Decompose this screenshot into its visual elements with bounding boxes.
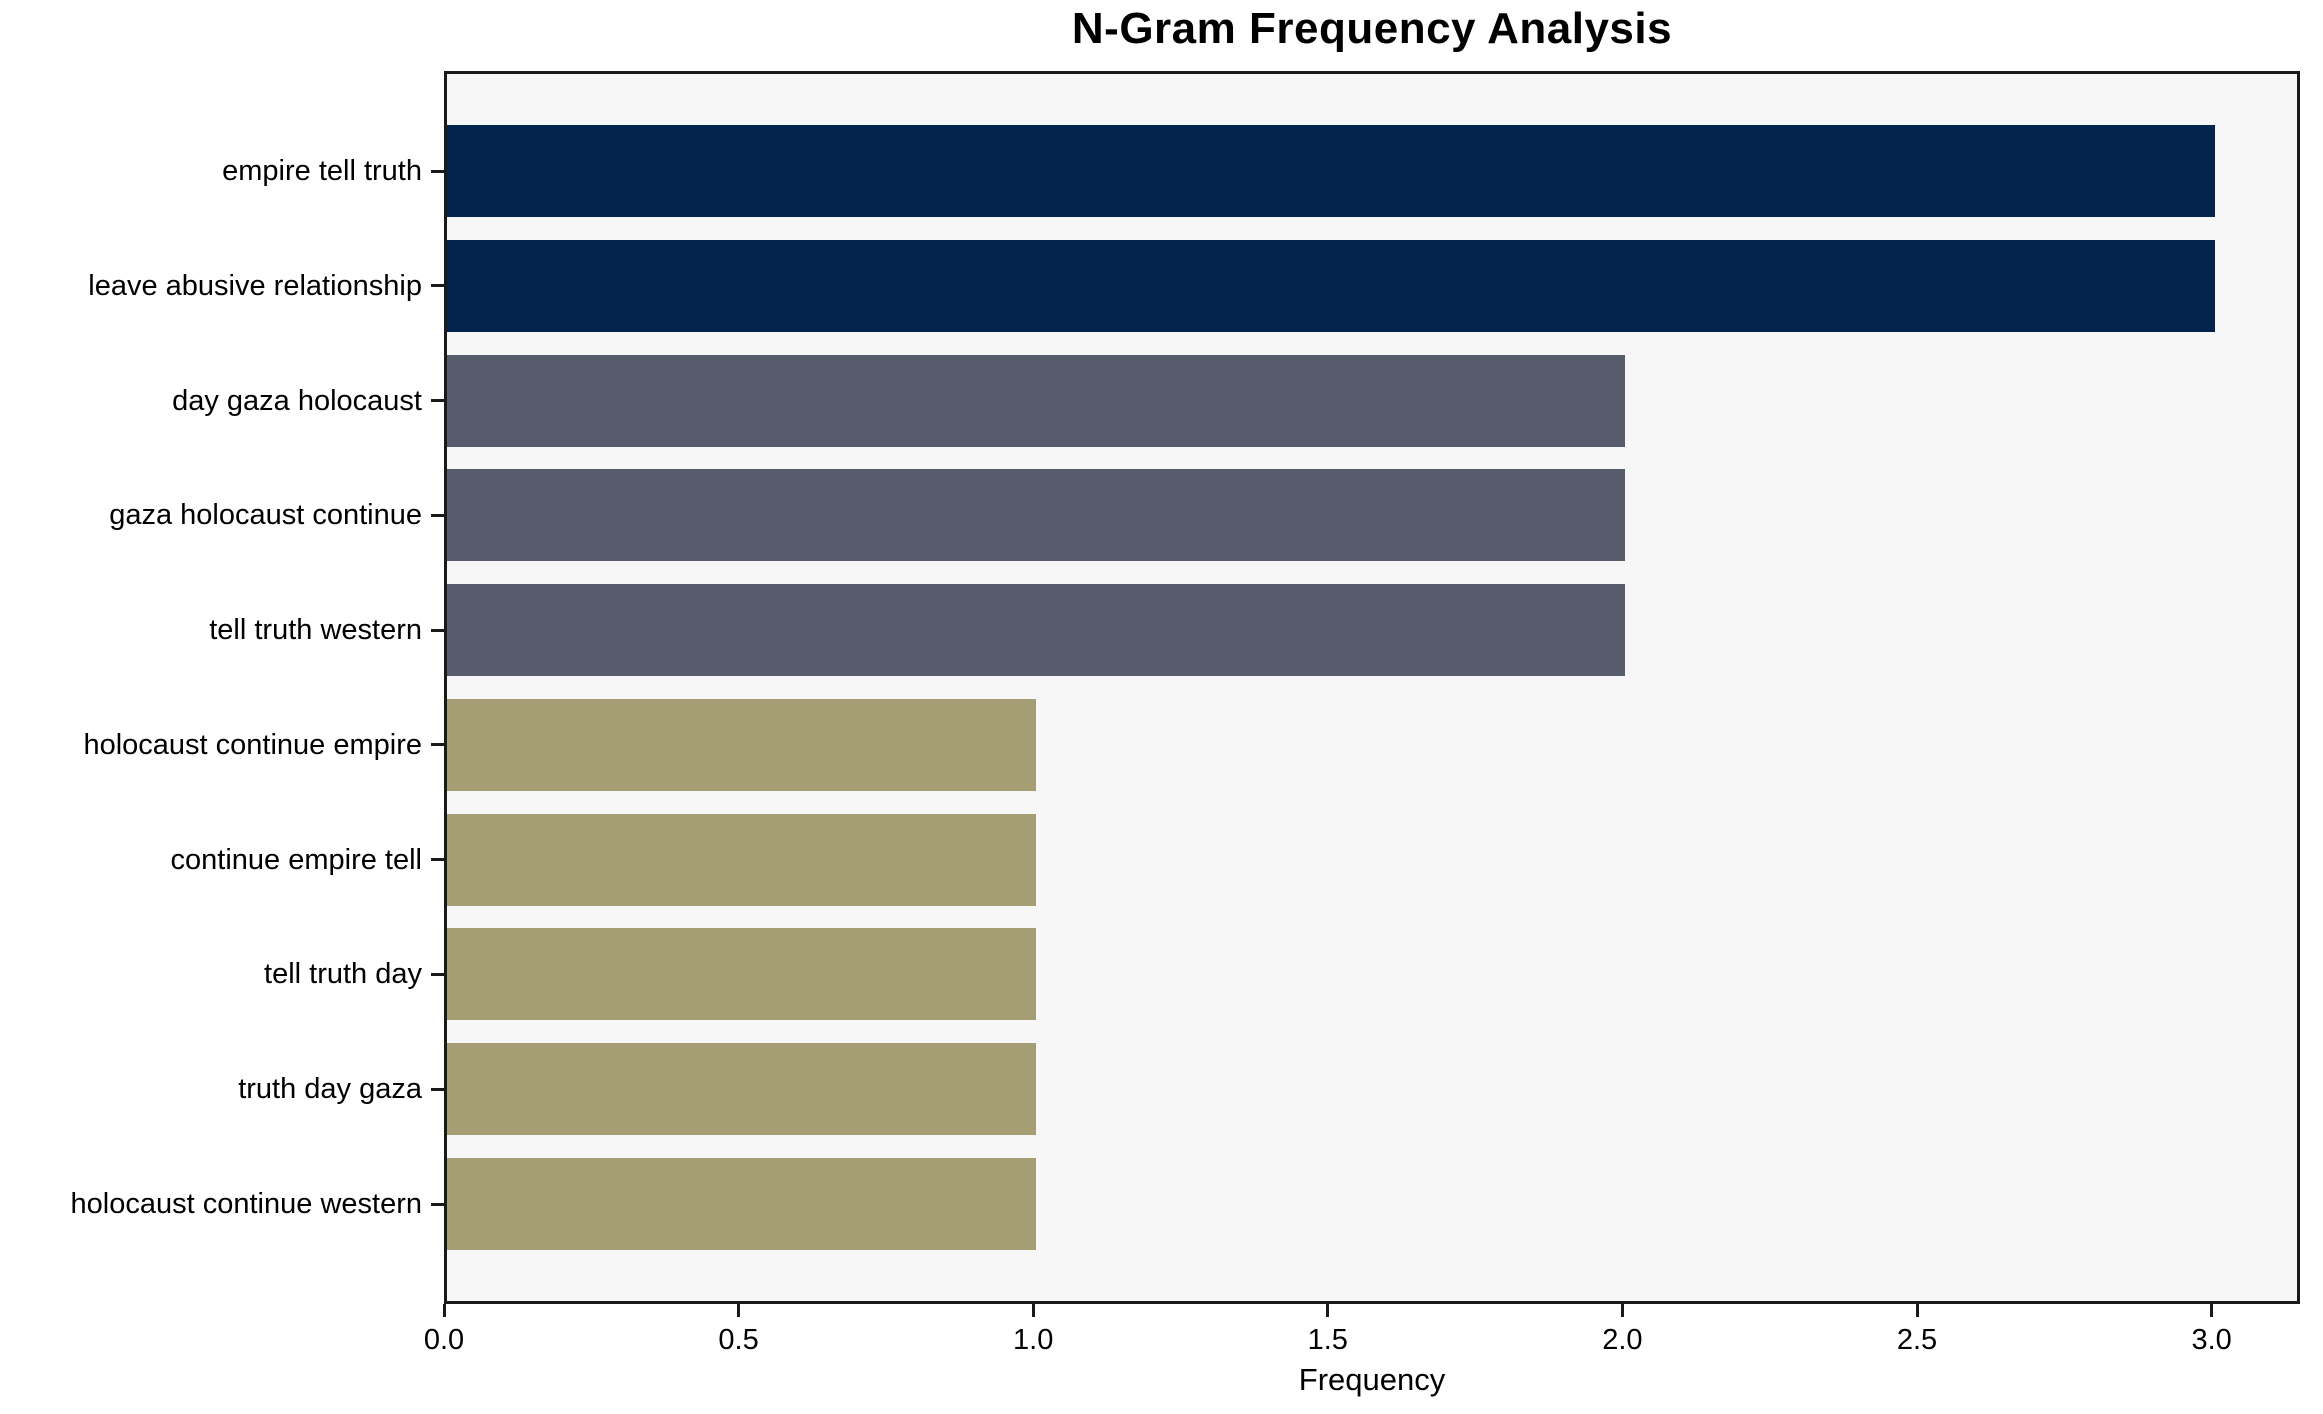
bar (447, 928, 1037, 1021)
y-tick-mark (431, 513, 444, 517)
bar (447, 239, 2215, 332)
chart-title: N-Gram Frequency Analysis (1071, 4, 1673, 53)
x-tick-mark (1915, 1304, 1919, 1317)
x-tick-mark (1620, 1304, 1624, 1317)
y-tick-label: continue empire tell (170, 843, 422, 876)
y-tick-label: truth day gaza (238, 1073, 422, 1106)
x-tick-label: 1.5 (1307, 1324, 1348, 1356)
x-tick-label: 2.5 (1896, 1324, 1938, 1356)
y-tick-mark (431, 743, 444, 747)
y-tick-label: tell truth western (209, 614, 422, 647)
x-tick-label: 2.0 (1602, 1324, 1643, 1356)
x-tick-mark (442, 1304, 446, 1317)
x-tick-mark (1326, 1304, 1330, 1317)
bar (447, 1158, 1037, 1250)
y-tick-mark (431, 399, 444, 403)
x-tick-mark (737, 1304, 741, 1317)
y-tick-label: empire tell truth (222, 155, 422, 187)
y-tick-mark (431, 858, 444, 862)
x-tick-mark (2210, 1304, 2214, 1317)
y-axis-labels: empire tell truth leave abusive relations… (0, 71, 422, 1304)
x-axis-title: Frequency (1298, 1362, 1446, 1397)
bar (447, 698, 1037, 791)
y-tick-label: day gaza holocaust (172, 384, 422, 417)
x-tick-label: 0.0 (423, 1324, 465, 1356)
x-tick-label: 1.0 (1013, 1324, 1054, 1356)
plot-area (444, 71, 2300, 1304)
x-tick-mark (1031, 1304, 1035, 1317)
y-tick-mark (431, 972, 444, 976)
y-tick-mark (431, 1087, 444, 1091)
y-tick-label: tell truth day (264, 958, 422, 991)
y-tick-label: gaza holocaust continue (109, 499, 422, 532)
y-tick-mark (431, 1202, 444, 1206)
bar (447, 584, 1626, 677)
y-tick-mark (431, 284, 444, 288)
x-tick-label: 3.0 (2191, 1324, 2232, 1356)
y-tick-label: leave abusive relationship (88, 269, 422, 302)
bar (447, 1043, 1037, 1136)
y-tick-mark (431, 628, 444, 632)
y-tick-label: holocaust continue empire (83, 728, 422, 761)
y-tick-label: holocaust continue western (70, 1188, 422, 1220)
y-tick-mark (431, 169, 444, 173)
bar (447, 125, 2215, 217)
bar (447, 469, 1626, 562)
x-tick-label: 0.5 (718, 1324, 759, 1356)
bar (447, 813, 1037, 906)
bar (447, 354, 1626, 447)
